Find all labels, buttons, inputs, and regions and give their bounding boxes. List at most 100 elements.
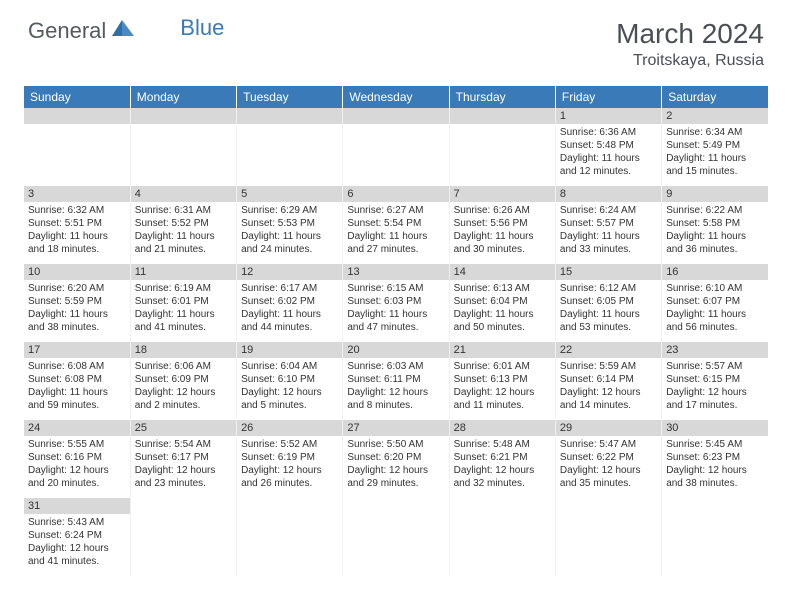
calendar-cell xyxy=(24,108,130,186)
day-details: Sunrise: 5:55 AMSunset: 6:16 PMDaylight:… xyxy=(24,436,130,492)
calendar-cell: 1Sunrise: 6:36 AMSunset: 5:48 PMDaylight… xyxy=(555,108,661,186)
calendar-cell: 12Sunrise: 6:17 AMSunset: 6:02 PMDayligh… xyxy=(237,264,343,342)
weekday-header-row: SundayMondayTuesdayWednesdayThursdayFrid… xyxy=(24,86,768,108)
empty-day-bar xyxy=(450,108,555,124)
calendar-row: 31Sunrise: 5:43 AMSunset: 6:24 PMDayligh… xyxy=(24,498,768,576)
title-block: March 2024 Troitskaya, Russia xyxy=(616,18,764,70)
calendar-row: 17Sunrise: 6:08 AMSunset: 6:08 PMDayligh… xyxy=(24,342,768,420)
location: Troitskaya, Russia xyxy=(616,52,764,70)
calendar-cell: 10Sunrise: 6:20 AMSunset: 5:59 PMDayligh… xyxy=(24,264,130,342)
header: General Blue March 2024 Troitskaya, Russ… xyxy=(0,0,792,78)
day-details: Sunrise: 6:17 AMSunset: 6:02 PMDaylight:… xyxy=(237,280,342,336)
day-number: 24 xyxy=(24,420,130,436)
day-details: Sunrise: 6:01 AMSunset: 6:13 PMDaylight:… xyxy=(450,358,555,414)
day-number: 14 xyxy=(450,264,555,280)
calendar-cell: 9Sunrise: 6:22 AMSunset: 5:58 PMDaylight… xyxy=(662,186,768,264)
calendar-row: 3Sunrise: 6:32 AMSunset: 5:51 PMDaylight… xyxy=(24,186,768,264)
day-number: 10 xyxy=(24,264,130,280)
day-number: 25 xyxy=(131,420,236,436)
day-details: Sunrise: 6:26 AMSunset: 5:56 PMDaylight:… xyxy=(450,202,555,258)
logo-shape-icon xyxy=(112,20,134,36)
day-number: 13 xyxy=(343,264,448,280)
calendar-cell: 5Sunrise: 6:29 AMSunset: 5:53 PMDaylight… xyxy=(237,186,343,264)
weekday-header: Tuesday xyxy=(237,86,343,108)
calendar-cell: 28Sunrise: 5:48 AMSunset: 6:21 PMDayligh… xyxy=(449,420,555,498)
calendar-cell: 30Sunrise: 5:45 AMSunset: 6:23 PMDayligh… xyxy=(662,420,768,498)
day-number: 19 xyxy=(237,342,342,358)
day-number: 12 xyxy=(237,264,342,280)
day-details: Sunrise: 5:45 AMSunset: 6:23 PMDaylight:… xyxy=(662,436,768,492)
calendar-cell xyxy=(343,498,449,576)
day-number: 27 xyxy=(343,420,448,436)
day-number: 23 xyxy=(662,342,768,358)
day-number: 16 xyxy=(662,264,768,280)
day-number: 7 xyxy=(450,186,555,202)
day-number: 18 xyxy=(131,342,236,358)
calendar-cell: 6Sunrise: 6:27 AMSunset: 5:54 PMDaylight… xyxy=(343,186,449,264)
weekday-header: Monday xyxy=(130,86,236,108)
day-details: Sunrise: 6:19 AMSunset: 6:01 PMDaylight:… xyxy=(131,280,236,336)
calendar-table: SundayMondayTuesdayWednesdayThursdayFrid… xyxy=(24,86,768,576)
day-number: 22 xyxy=(556,342,661,358)
day-details: Sunrise: 6:29 AMSunset: 5:53 PMDaylight:… xyxy=(237,202,342,258)
calendar-cell: 31Sunrise: 5:43 AMSunset: 6:24 PMDayligh… xyxy=(24,498,130,576)
calendar-row: 24Sunrise: 5:55 AMSunset: 6:16 PMDayligh… xyxy=(24,420,768,498)
day-details: Sunrise: 6:08 AMSunset: 6:08 PMDaylight:… xyxy=(24,358,130,414)
calendar-cell: 14Sunrise: 6:13 AMSunset: 6:04 PMDayligh… xyxy=(449,264,555,342)
calendar-cell: 24Sunrise: 5:55 AMSunset: 6:16 PMDayligh… xyxy=(24,420,130,498)
calendar-cell: 18Sunrise: 6:06 AMSunset: 6:09 PMDayligh… xyxy=(130,342,236,420)
day-number: 28 xyxy=(450,420,555,436)
calendar-cell: 3Sunrise: 6:32 AMSunset: 5:51 PMDaylight… xyxy=(24,186,130,264)
day-details: Sunrise: 6:34 AMSunset: 5:49 PMDaylight:… xyxy=(662,124,768,180)
logo-text-general: General xyxy=(28,18,106,44)
day-number: 9 xyxy=(662,186,768,202)
weekday-header: Friday xyxy=(555,86,661,108)
empty-day-bar xyxy=(24,108,130,124)
day-number: 11 xyxy=(131,264,236,280)
calendar-cell: 4Sunrise: 6:31 AMSunset: 5:52 PMDaylight… xyxy=(130,186,236,264)
day-details: Sunrise: 6:04 AMSunset: 6:10 PMDaylight:… xyxy=(237,358,342,414)
day-details: Sunrise: 6:31 AMSunset: 5:52 PMDaylight:… xyxy=(131,202,236,258)
empty-day-bar xyxy=(131,108,236,124)
calendar-cell: 20Sunrise: 6:03 AMSunset: 6:11 PMDayligh… xyxy=(343,342,449,420)
day-number: 2 xyxy=(662,108,768,124)
day-details: Sunrise: 6:13 AMSunset: 6:04 PMDaylight:… xyxy=(450,280,555,336)
day-details: Sunrise: 6:22 AMSunset: 5:58 PMDaylight:… xyxy=(662,202,768,258)
weekday-header: Wednesday xyxy=(343,86,449,108)
calendar-cell: 17Sunrise: 6:08 AMSunset: 6:08 PMDayligh… xyxy=(24,342,130,420)
calendar-cell: 13Sunrise: 6:15 AMSunset: 6:03 PMDayligh… xyxy=(343,264,449,342)
calendar-cell xyxy=(237,108,343,186)
calendar-cell: 11Sunrise: 6:19 AMSunset: 6:01 PMDayligh… xyxy=(130,264,236,342)
day-details: Sunrise: 5:50 AMSunset: 6:20 PMDaylight:… xyxy=(343,436,448,492)
day-details: Sunrise: 6:10 AMSunset: 6:07 PMDaylight:… xyxy=(662,280,768,336)
day-number: 31 xyxy=(24,498,130,514)
weekday-header: Thursday xyxy=(449,86,555,108)
day-details: Sunrise: 6:15 AMSunset: 6:03 PMDaylight:… xyxy=(343,280,448,336)
calendar-cell xyxy=(343,108,449,186)
day-details: Sunrise: 6:12 AMSunset: 6:05 PMDaylight:… xyxy=(556,280,661,336)
calendar-cell xyxy=(662,498,768,576)
calendar-cell: 8Sunrise: 6:24 AMSunset: 5:57 PMDaylight… xyxy=(555,186,661,264)
calendar-row: 1Sunrise: 6:36 AMSunset: 5:48 PMDaylight… xyxy=(24,108,768,186)
day-number: 6 xyxy=(343,186,448,202)
calendar-cell: 19Sunrise: 6:04 AMSunset: 6:10 PMDayligh… xyxy=(237,342,343,420)
day-details: Sunrise: 6:20 AMSunset: 5:59 PMDaylight:… xyxy=(24,280,130,336)
day-details: Sunrise: 6:36 AMSunset: 5:48 PMDaylight:… xyxy=(556,124,661,180)
day-details: Sunrise: 6:32 AMSunset: 5:51 PMDaylight:… xyxy=(24,202,130,258)
calendar-cell: 25Sunrise: 5:54 AMSunset: 6:17 PMDayligh… xyxy=(130,420,236,498)
day-details: Sunrise: 6:06 AMSunset: 6:09 PMDaylight:… xyxy=(131,358,236,414)
day-details: Sunrise: 5:57 AMSunset: 6:15 PMDaylight:… xyxy=(662,358,768,414)
day-number: 4 xyxy=(131,186,236,202)
day-number: 29 xyxy=(556,420,661,436)
empty-day-bar xyxy=(343,108,448,124)
day-details: Sunrise: 5:48 AMSunset: 6:21 PMDaylight:… xyxy=(450,436,555,492)
calendar-cell: 15Sunrise: 6:12 AMSunset: 6:05 PMDayligh… xyxy=(555,264,661,342)
calendar-cell: 7Sunrise: 6:26 AMSunset: 5:56 PMDaylight… xyxy=(449,186,555,264)
logo-text-blue: Blue xyxy=(180,15,224,41)
day-number: 30 xyxy=(662,420,768,436)
calendar-cell: 29Sunrise: 5:47 AMSunset: 6:22 PMDayligh… xyxy=(555,420,661,498)
calendar-cell: 16Sunrise: 6:10 AMSunset: 6:07 PMDayligh… xyxy=(662,264,768,342)
calendar-cell xyxy=(449,498,555,576)
calendar-cell xyxy=(130,108,236,186)
weekday-header: Saturday xyxy=(662,86,768,108)
